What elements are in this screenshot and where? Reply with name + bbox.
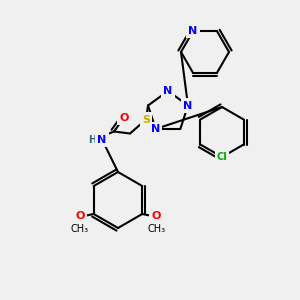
Text: O: O — [75, 211, 84, 221]
Text: O: O — [152, 211, 161, 221]
Text: N: N — [188, 26, 198, 36]
Text: CH₃: CH₃ — [71, 224, 89, 234]
Text: H: H — [88, 134, 96, 145]
Text: N: N — [164, 86, 172, 96]
Text: CH₃: CH₃ — [147, 224, 165, 234]
Text: Cl: Cl — [217, 152, 227, 162]
Text: N: N — [151, 124, 160, 134]
Text: O: O — [119, 112, 129, 122]
Text: N: N — [98, 134, 107, 145]
Text: S: S — [142, 115, 150, 124]
Text: N: N — [183, 100, 193, 110]
